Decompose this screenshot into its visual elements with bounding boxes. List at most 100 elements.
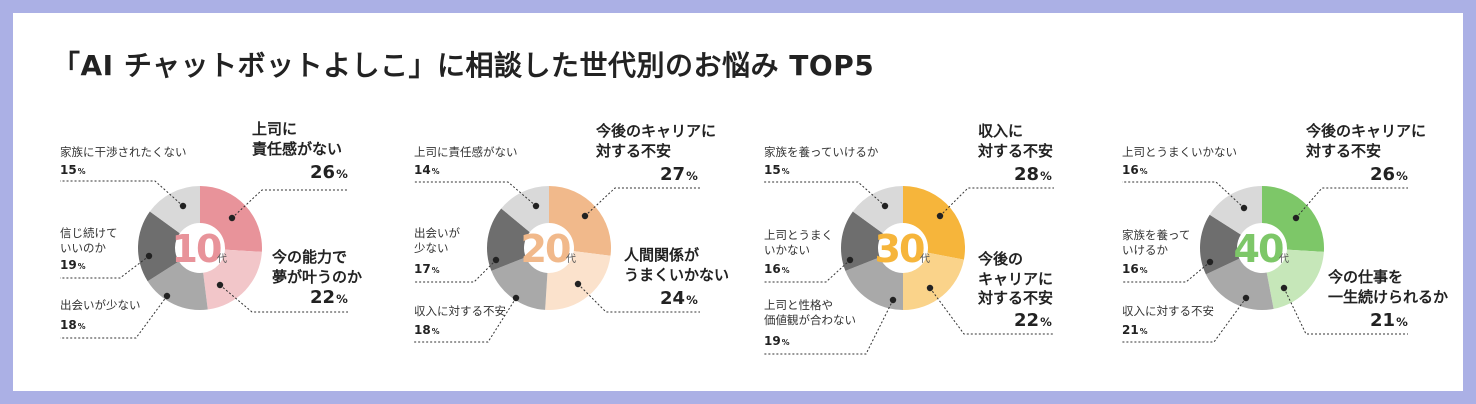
chart-3-value-3: 19% — [764, 334, 790, 348]
chart-3-label-4: 上司とうまく いかない — [764, 228, 833, 257]
chart-1-label-2: 今の能力で 夢が叶うのか — [272, 248, 363, 286]
chart-4-value-3: 21% — [1122, 323, 1148, 337]
chart-3-leader-1 — [939, 187, 1054, 217]
chart-3-leader-dot-5 — [881, 202, 889, 210]
chart-3-slice-3 — [845, 257, 903, 310]
page-title: 「AI チャットボットよしこ」に相談した世代別のお悩み TOP5 — [52, 49, 875, 82]
chart-4-leader-dot-4 — [1206, 258, 1214, 266]
chart-4-value-2: 21% — [1370, 310, 1408, 331]
chart-3-slice-5 — [852, 186, 903, 234]
chart-3-value-2: 22% — [1014, 310, 1052, 331]
chart-4-leader-dot-5 — [1240, 204, 1248, 212]
chart-1-label-1: 上司に 責任感がない — [252, 120, 343, 158]
chart-3-label-2: 今後の キャリアに 対する不安 — [978, 250, 1054, 307]
chart-1-leader-3 — [60, 295, 168, 339]
chart-2-center-number: 20 — [521, 227, 570, 271]
chart-2-value-2: 24% — [660, 288, 698, 309]
chart-4-leader-dot-2 — [1280, 284, 1288, 292]
chart-2-slice-3 — [491, 257, 548, 310]
chart-1-label-4: 信じ続けて いいのか — [60, 226, 118, 255]
chart-3-slice-4 — [841, 211, 883, 271]
chart-2-value-4: 17% — [414, 262, 440, 276]
chart-3-leader-2 — [929, 287, 1054, 335]
chart-2-value-3: 18% — [414, 323, 440, 337]
chart-4-label-4: 家族を養って いけるか — [1122, 228, 1191, 257]
chart-2-label-1: 今後のキャリアに 対する不安 — [596, 122, 717, 160]
chart-3-leader-dot-2 — [926, 284, 934, 292]
chart-1-leader-4 — [60, 255, 150, 279]
chart-1-label-3: 出会いが少ない — [60, 298, 141, 312]
chart-4-slice-5 — [1209, 186, 1262, 235]
chart-4-slice-2 — [1266, 249, 1324, 309]
chart-3-leader-dot-4 — [846, 256, 854, 264]
chart-4-label-3: 収入に対する不安 — [1122, 304, 1214, 318]
chart-4-value-4: 16% — [1122, 262, 1148, 276]
chart-2-label-4: 出会いが 少ない — [414, 226, 460, 255]
chart-2-value-1: 27% — [660, 164, 698, 185]
chart-1-leader-dot-4 — [145, 252, 153, 260]
chart-4-center-number: 40 — [1234, 227, 1283, 271]
chart-2-slice-2 — [545, 251, 611, 310]
chart-2-leader-dot-3 — [512, 294, 520, 302]
chart-1-value-2: 22% — [310, 287, 348, 308]
chart-2-leader-2 — [577, 283, 700, 313]
chart-3-value-5: 15% — [764, 163, 790, 177]
chart-4-leader-dot-3 — [1242, 294, 1250, 302]
chart-1-value-5: 15% — [60, 163, 86, 177]
chart-4-value-1: 26% — [1370, 164, 1408, 185]
chart-2-leader-dot-1 — [581, 212, 589, 220]
chart-3-value-1: 28% — [1014, 164, 1052, 185]
chart-1-center-suffix: 代 — [217, 253, 227, 265]
chart-1-slice-4 — [137, 211, 180, 282]
chart-1-label-5: 家族に干渉されたくない — [60, 145, 187, 159]
chart-2-label-5: 上司に責任感がない — [414, 145, 518, 159]
chart-3-leader-5 — [764, 181, 886, 207]
chart-4-label-5: 上司とうまくいかない — [1122, 145, 1237, 159]
chart-2-leader-3 — [414, 297, 517, 343]
chart-1-value-4: 19% — [60, 258, 86, 272]
chart-3-value-4: 16% — [764, 262, 790, 276]
chart-3-label-1: 収入に 対する不安 — [978, 122, 1054, 160]
chart-1-leader-dot-1 — [228, 214, 236, 222]
chart-2-leader-1 — [584, 187, 700, 217]
chart-2-leader-dot-4 — [492, 256, 500, 264]
chart-1-center-number: 10 — [172, 227, 221, 271]
chart-3-leader-3 — [764, 299, 894, 355]
chart-4-label-2: 今の仕事を 一生続けられるか — [1328, 268, 1449, 306]
chart-3-slice-1 — [903, 186, 965, 260]
chart-1-value-1: 26% — [310, 162, 348, 183]
chart-4-value-5: 16% — [1122, 163, 1148, 177]
chart-3-center-suffix: 代 — [920, 253, 930, 265]
chart-2-label-3: 収入に対する不安 — [414, 304, 506, 318]
chart-2-leader-dot-5 — [532, 202, 540, 210]
chart-2-label-2: 人間関係が うまくいかない — [624, 246, 730, 284]
chart-3-leader-dot-1 — [936, 212, 944, 220]
chart-1-slice-3 — [147, 261, 208, 310]
chart-1-leader-2 — [219, 284, 348, 313]
chart-1-slice-5 — [149, 186, 200, 234]
chart-1-leader-1 — [231, 189, 348, 219]
chart-2-slice-1 — [549, 186, 611, 256]
chart-3-label-5: 家族を養っていけるか — [764, 145, 879, 159]
chart-1-leader-dot-5 — [179, 202, 187, 210]
chart-4-slice-3 — [1205, 258, 1274, 310]
chart-2-leader-dot-2 — [574, 280, 582, 288]
chart-3-slice-2 — [903, 252, 964, 310]
chart-4-leader-dot-1 — [1292, 214, 1300, 222]
chart-2-slice-5 — [501, 185, 549, 233]
chart-4-label-1: 今後のキャリアに 対する不安 — [1306, 122, 1427, 160]
chart-1-value-3: 18% — [60, 318, 86, 332]
chart-1-leader-5 — [60, 180, 184, 207]
chart-4-center-suffix: 代 — [1279, 253, 1289, 265]
chart-1-leader-dot-2 — [216, 281, 224, 289]
chart-2-slice-4 — [486, 208, 530, 271]
chart-4-leader-1 — [1295, 187, 1408, 219]
chart-4-leader-2 — [1283, 287, 1408, 335]
chart-4-leader-5 — [1122, 181, 1245, 209]
chart-3-leader-4 — [764, 259, 851, 283]
chart-1-leader-dot-3 — [163, 292, 171, 300]
chart-3-center-number: 30 — [875, 227, 924, 271]
chart-2-leader-5 — [414, 181, 537, 207]
